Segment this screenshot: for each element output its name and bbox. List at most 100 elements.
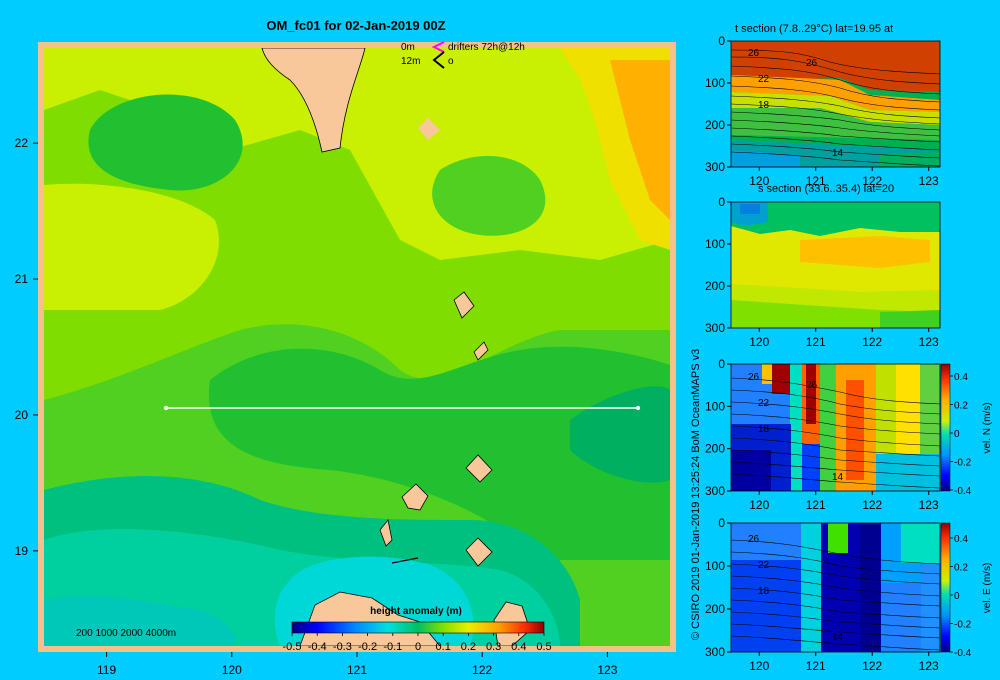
colorbar-title: height anomaly (m)	[370, 606, 462, 617]
colorbar-tick-label: 0.3	[486, 641, 501, 653]
vel-n-axes: 120 121 122 123 0 100 200 300	[705, 357, 939, 512]
vel-n-contour-label: 22	[758, 398, 770, 409]
t-contour-label: 18	[758, 100, 770, 111]
colorbar	[291, 621, 545, 634]
vel-cbar-tick-label: 0.2	[954, 401, 968, 412]
map-x-tick-label: 121	[347, 663, 367, 677]
vel-n-contour-label: 26	[806, 380, 818, 391]
panel-y-tick-label: 100	[705, 237, 725, 251]
panel-x-tick-label: 120	[749, 659, 769, 673]
panel-y-tick-label: 300	[705, 160, 725, 174]
map-x-tick-label: 122	[472, 663, 492, 677]
t-section-panel: t section (7.8..29°C) lat=19.95 at	[705, 23, 941, 188]
panel-y-tick-label: 0	[718, 516, 725, 530]
panel-x-tick-label: 122	[862, 174, 882, 188]
land-island	[401, 483, 429, 511]
panel-y-tick-label: 200	[705, 279, 725, 293]
land-island	[418, 118, 440, 140]
map-x-tick-label: 123	[597, 663, 617, 677]
vel-e-colorbar	[940, 522, 951, 653]
drifter-0m-arrow-icon	[431, 41, 445, 53]
panel-y-tick-label: 300	[705, 321, 725, 335]
map-x-tick-label: 119	[97, 663, 116, 677]
panel-x-tick-label: 122	[862, 498, 882, 512]
colorbar-tick-label: -0.1	[383, 641, 402, 653]
panel-y-tick-label: 100	[705, 399, 725, 413]
land-island	[379, 519, 393, 547]
panel-x-tick-label: 123	[919, 659, 939, 673]
panel-x-tick-label: 123	[919, 174, 939, 188]
land-island	[465, 454, 493, 483]
vel-e-axes: 120 121 122 123 0 100 200 300	[705, 516, 939, 673]
panel-x-tick-label: 120	[749, 335, 769, 349]
colorbar-tick-label: 0	[415, 641, 421, 653]
vel-e-contour-label: 26	[748, 534, 760, 545]
panel-x-tick-label: 123	[919, 498, 939, 512]
s-section-panel: s section (33.6..35.4) lat=20 120 121 122 1…	[705, 183, 941, 349]
colorbar-tick-label: 0.2	[461, 641, 476, 653]
panel-y-tick-label: 0	[718, 357, 725, 371]
land-island	[465, 537, 493, 567]
panel-x-tick-label: 120	[749, 174, 769, 188]
land-island	[391, 557, 419, 564]
t-section-title: t section (7.8..29°C) lat=19.95 at	[735, 23, 893, 35]
colorbar-tick-label: -0.3	[333, 641, 352, 653]
land-taiwan	[261, 48, 366, 153]
map-title: OM_fc01 for 02-Jan-2019 00Z	[266, 18, 445, 33]
vel-e-contours	[731, 539, 940, 651]
t-contours	[731, 49, 940, 167]
panel-y-tick-label: 200	[705, 442, 725, 456]
land-island	[473, 341, 489, 361]
colorbar-tick-label: -0.4	[308, 641, 327, 653]
vel-cbar-tick-label: -0.4	[954, 486, 972, 497]
vel-n-contours	[731, 377, 940, 489]
vel-e-cbar-label: vel. E (m/s)	[982, 563, 993, 614]
vel-e-contour-label: 22	[758, 560, 770, 571]
vel-n-contour-label: 26	[748, 372, 760, 383]
vel-cbar-tick-label: 0	[954, 429, 960, 440]
s-section-title: s section (33.6..35.4) lat=20	[758, 183, 894, 195]
panel-y-tick-label: 100	[705, 76, 725, 90]
t-contour-label: 26	[748, 48, 760, 59]
map-x-tick-label: 120	[222, 663, 242, 677]
legend-depth-12m: 12m	[401, 56, 420, 67]
legend-depth-0m: 0m	[401, 42, 415, 53]
vel-n-panel: 26 26 22 18 14 vel. N (m/s) 0.4 0.2 0 -0.2 -…	[705, 357, 993, 512]
vel-cbar-tick-label: -0.2	[954, 458, 972, 469]
panel-y-tick-label: 0	[718, 195, 725, 209]
panel-x-tick-label: 121	[806, 174, 826, 188]
t-contour-label: 14	[832, 148, 844, 159]
colorbar-ticks: -0.5 -0.4 -0.3 -0.2 -0.1 0 0.1 0.2 0.3 0.4 0.5	[283, 633, 552, 653]
panel-x-tick-label: 122	[862, 659, 882, 673]
vel-n-contour-label: 18	[758, 424, 770, 435]
vel-cbar-tick-label: 0.4	[954, 372, 968, 383]
height-anomaly-field	[44, 48, 670, 646]
map-y-tick-label: 20	[15, 408, 29, 422]
panel-y-tick-label: 0	[718, 34, 725, 48]
legend-drifter-tail: o	[448, 56, 454, 67]
vel-cbar-tick-label: 0.2	[954, 563, 968, 574]
colorbar-tick-label: 0.1	[436, 641, 451, 653]
colorbar-tick-label: -0.5	[283, 641, 302, 653]
panel-y-tick-label: 300	[705, 645, 725, 659]
vel-e-contour-label: 18	[758, 586, 770, 597]
panel-y-tick-label: 200	[705, 602, 725, 616]
panel-x-tick-label: 121	[806, 498, 826, 512]
panel-x-tick-label: 121	[806, 335, 826, 349]
legend-drifters: drifters 72h@12h	[448, 42, 525, 53]
map-y-axis: 22 21 20 19	[15, 136, 38, 558]
colorbar-tick-label: 0.4	[511, 641, 526, 653]
panel-y-tick-label: 200	[705, 118, 725, 132]
vel-n-colorbar	[940, 363, 951, 492]
vel-e-cbar-ticks: 0.4 0.2 0 -0.2 -0.4	[950, 534, 972, 659]
drifter-12m-arrow-icon	[432, 51, 445, 69]
panel-x-tick-label: 123	[919, 335, 939, 349]
t-contour-label: 22	[758, 74, 770, 85]
panel-y-tick-label: 100	[705, 559, 725, 573]
map-y-tick-label: 19	[15, 544, 29, 558]
panel-y-tick-label: 300	[705, 484, 725, 498]
section-end-marker	[635, 405, 641, 411]
main-map: OM_fc01 for 02-Jan-2019 00Z	[15, 18, 676, 677]
vel-e-panel: 26 22 18 14 vel. E (m/s) 0.4 0.2 0 -0.2 -0.4…	[705, 516, 993, 673]
